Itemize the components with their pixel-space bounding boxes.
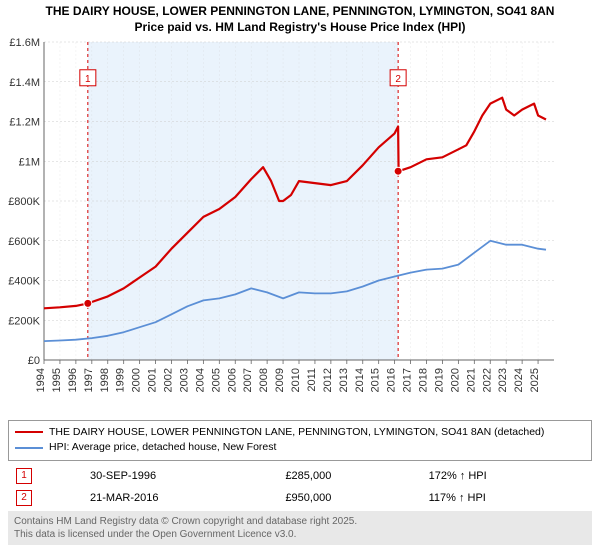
marker-number-box: 1 — [16, 468, 32, 484]
svg-text:£600K: £600K — [8, 235, 40, 247]
svg-text:2024: 2024 — [513, 368, 525, 392]
svg-text:1995: 1995 — [51, 368, 63, 392]
svg-text:2016: 2016 — [386, 368, 398, 392]
marker-row: 2 21-MAR-2016£950,000117% ↑ HPI — [8, 487, 592, 509]
svg-text:2017: 2017 — [402, 368, 414, 392]
chart-area: £0 £200K £400K £600K £800K £1M £1.2M £1.4M £1.6M… — [0, 36, 600, 416]
marker-hpi: 172% ↑ HPI — [421, 465, 592, 487]
attribution-line-2: This data is licensed under the Open Gov… — [14, 528, 586, 541]
svg-text:2023: 2023 — [497, 368, 509, 392]
legend-label: THE DAIRY HOUSE, LOWER PENNINGTON LANE, … — [49, 425, 544, 441]
svg-text:2002: 2002 — [163, 368, 175, 392]
svg-text:1: 1 — [85, 73, 91, 84]
svg-text:2003: 2003 — [178, 368, 190, 392]
svg-text:1997: 1997 — [83, 368, 95, 392]
svg-text:2013: 2013 — [338, 368, 350, 392]
legend-row: THE DAIRY HOUSE, LOWER PENNINGTON LANE, … — [15, 425, 585, 441]
chart-title-line2: Price paid vs. HM Land Registry's House … — [0, 20, 600, 36]
svg-text:£1M: £1M — [19, 156, 40, 168]
svg-text:2012: 2012 — [322, 368, 334, 392]
svg-text:1996: 1996 — [67, 368, 79, 392]
attribution-line-1: Contains HM Land Registry data © Crown c… — [14, 515, 586, 528]
svg-text:2004: 2004 — [194, 368, 206, 392]
svg-text:2010: 2010 — [290, 368, 302, 392]
svg-text:£1.6M: £1.6M — [9, 37, 40, 49]
svg-text:£1.4M: £1.4M — [9, 76, 40, 88]
legend-box: THE DAIRY HOUSE, LOWER PENNINGTON LANE, … — [8, 420, 592, 462]
svg-text:£0: £0 — [28, 355, 40, 367]
svg-text:2022: 2022 — [481, 368, 493, 392]
svg-text:2014: 2014 — [354, 368, 366, 392]
marker-date: 21-MAR-2016 — [82, 487, 277, 509]
attribution-box: Contains HM Land Registry data © Crown c… — [8, 511, 592, 545]
marker-number-box: 2 — [16, 490, 32, 506]
svg-text:2001: 2001 — [147, 368, 159, 392]
legend-swatch — [15, 447, 43, 449]
legend-label: HPI: Average price, detached house, New … — [49, 440, 276, 456]
marker-date: 30-SEP-1996 — [82, 465, 277, 487]
legend-row: HPI: Average price, detached house, New … — [15, 440, 585, 456]
marker-table: 1 30-SEP-1996£285,000172% ↑ HPI 2 21-MAR-20… — [8, 465, 592, 509]
svg-text:£1.2M: £1.2M — [9, 116, 40, 128]
legend-swatch — [15, 431, 43, 433]
svg-text:£200K: £200K — [8, 315, 40, 327]
svg-text:2005: 2005 — [210, 368, 222, 392]
svg-text:2011: 2011 — [306, 368, 318, 392]
marker-row: 1 30-SEP-1996£285,000172% ↑ HPI — [8, 465, 592, 487]
marker-price: £950,000 — [277, 487, 420, 509]
chart-title-line1: THE DAIRY HOUSE, LOWER PENNINGTON LANE, … — [0, 0, 600, 20]
svg-text:2007: 2007 — [242, 368, 254, 392]
svg-text:£400K: £400K — [8, 275, 40, 287]
svg-text:2025: 2025 — [529, 368, 541, 392]
svg-text:2015: 2015 — [370, 368, 382, 392]
marker-price: £285,000 — [277, 465, 420, 487]
line-chart-svg: £0 £200K £400K £600K £800K £1M £1.2M £1.4M £1.6M… — [0, 36, 560, 396]
svg-text:1998: 1998 — [99, 368, 111, 392]
marker-hpi: 117% ↑ HPI — [421, 487, 592, 509]
svg-text:1994: 1994 — [35, 368, 47, 392]
svg-text:2020: 2020 — [449, 368, 461, 392]
svg-text:2006: 2006 — [226, 368, 238, 392]
svg-text:£800K: £800K — [8, 196, 40, 208]
svg-text:2008: 2008 — [258, 368, 270, 392]
svg-text:1999: 1999 — [115, 368, 127, 392]
svg-text:2021: 2021 — [465, 368, 477, 392]
svg-text:2009: 2009 — [274, 368, 286, 392]
svg-text:2018: 2018 — [418, 368, 430, 392]
svg-text:2: 2 — [395, 73, 401, 84]
svg-text:2000: 2000 — [131, 368, 143, 392]
svg-text:2019: 2019 — [433, 368, 445, 392]
